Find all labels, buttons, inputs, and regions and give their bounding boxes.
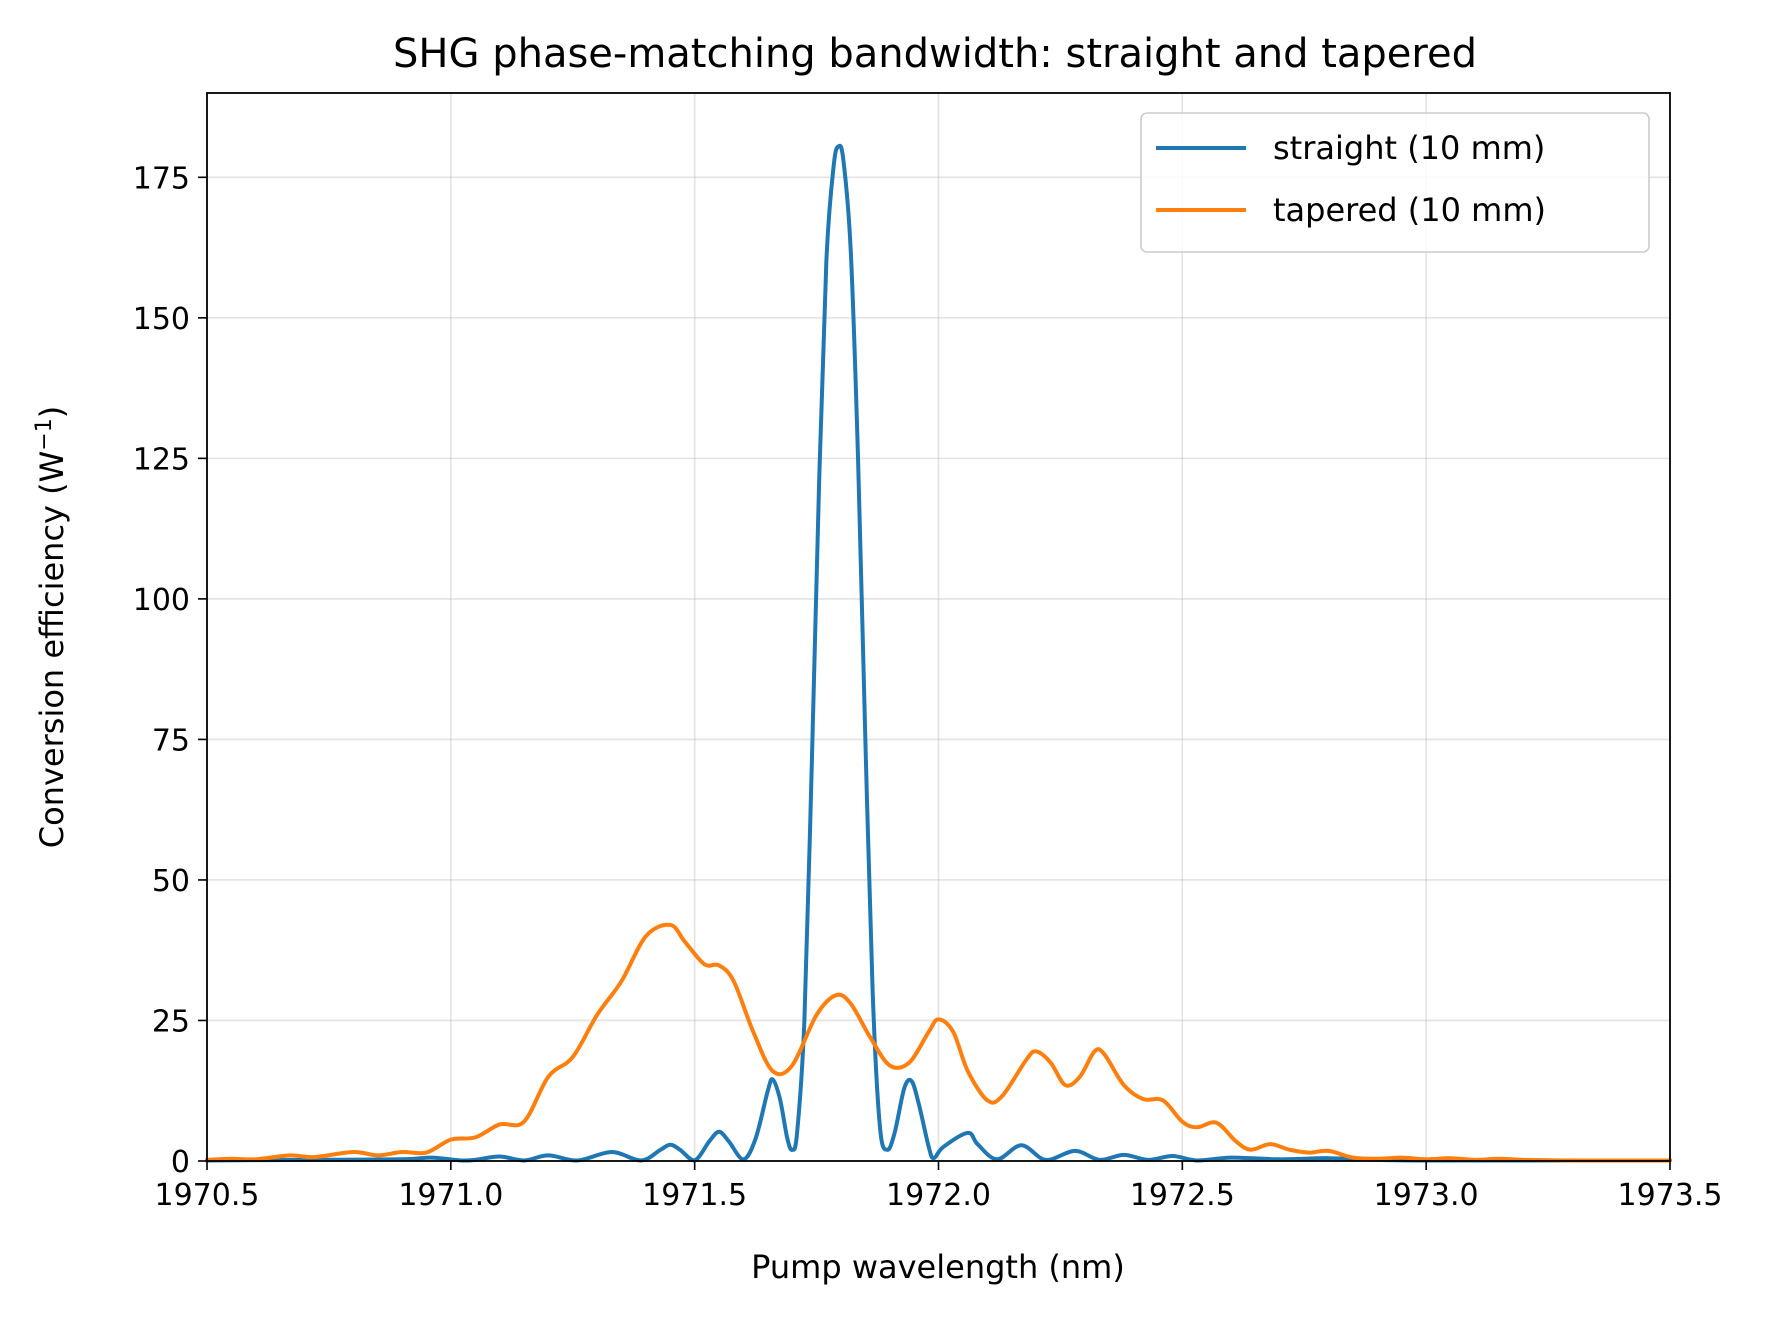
y-tick-label: 25 [152, 1004, 190, 1039]
x-tick-label: 1973.0 [1374, 1178, 1479, 1213]
y-axis-label-superscript: −1 [32, 418, 57, 450]
grid [206, 93, 1671, 1162]
x-tick-label: 1971.5 [642, 1178, 747, 1213]
x-tick-label: 1971.0 [398, 1178, 503, 1213]
y-tick-label: 75 [152, 723, 190, 758]
legend-box [1140, 112, 1650, 253]
y-axis-label-end: ) [33, 406, 71, 418]
y-axis-label-main: Conversion efficiency (W [33, 451, 71, 848]
x-tick-label: 1973.5 [1618, 1178, 1723, 1213]
y-axis-label: Conversion efficiency (W−1) [32, 406, 71, 848]
x-axis-label: Pump wavelength (nm) [751, 1248, 1125, 1286]
plot-series [205, 143, 1672, 1163]
chart-title: SHG phase-matching bandwidth: straight a… [393, 31, 1477, 77]
x-tick-label: 1972.5 [1130, 1178, 1235, 1213]
legend-label-tapered: tapered (10 mm) [1273, 191, 1546, 229]
y-tick-label: 50 [152, 864, 190, 899]
x-tick-label: 1972.0 [886, 1178, 991, 1213]
legend: straight (10 mm) tapered (10 mm) [1140, 112, 1650, 253]
series-line-tapered [205, 922, 1672, 1163]
y-tick-label: 150 [133, 302, 190, 337]
x-tick-label: 1970.5 [155, 1178, 260, 1213]
series-line-straight [205, 143, 1672, 1163]
legend-label-straight: straight (10 mm) [1273, 129, 1545, 167]
y-tick-label: 175 [133, 161, 190, 196]
axis-ticks: 1970.5 1971.0 1971.5 1972.0 1972.5 1973.0 1973… [133, 161, 1723, 1213]
y-tick-label: 125 [133, 442, 190, 477]
y-tick-label: 100 [133, 583, 190, 618]
y-tick-label: 0 [171, 1145, 190, 1180]
